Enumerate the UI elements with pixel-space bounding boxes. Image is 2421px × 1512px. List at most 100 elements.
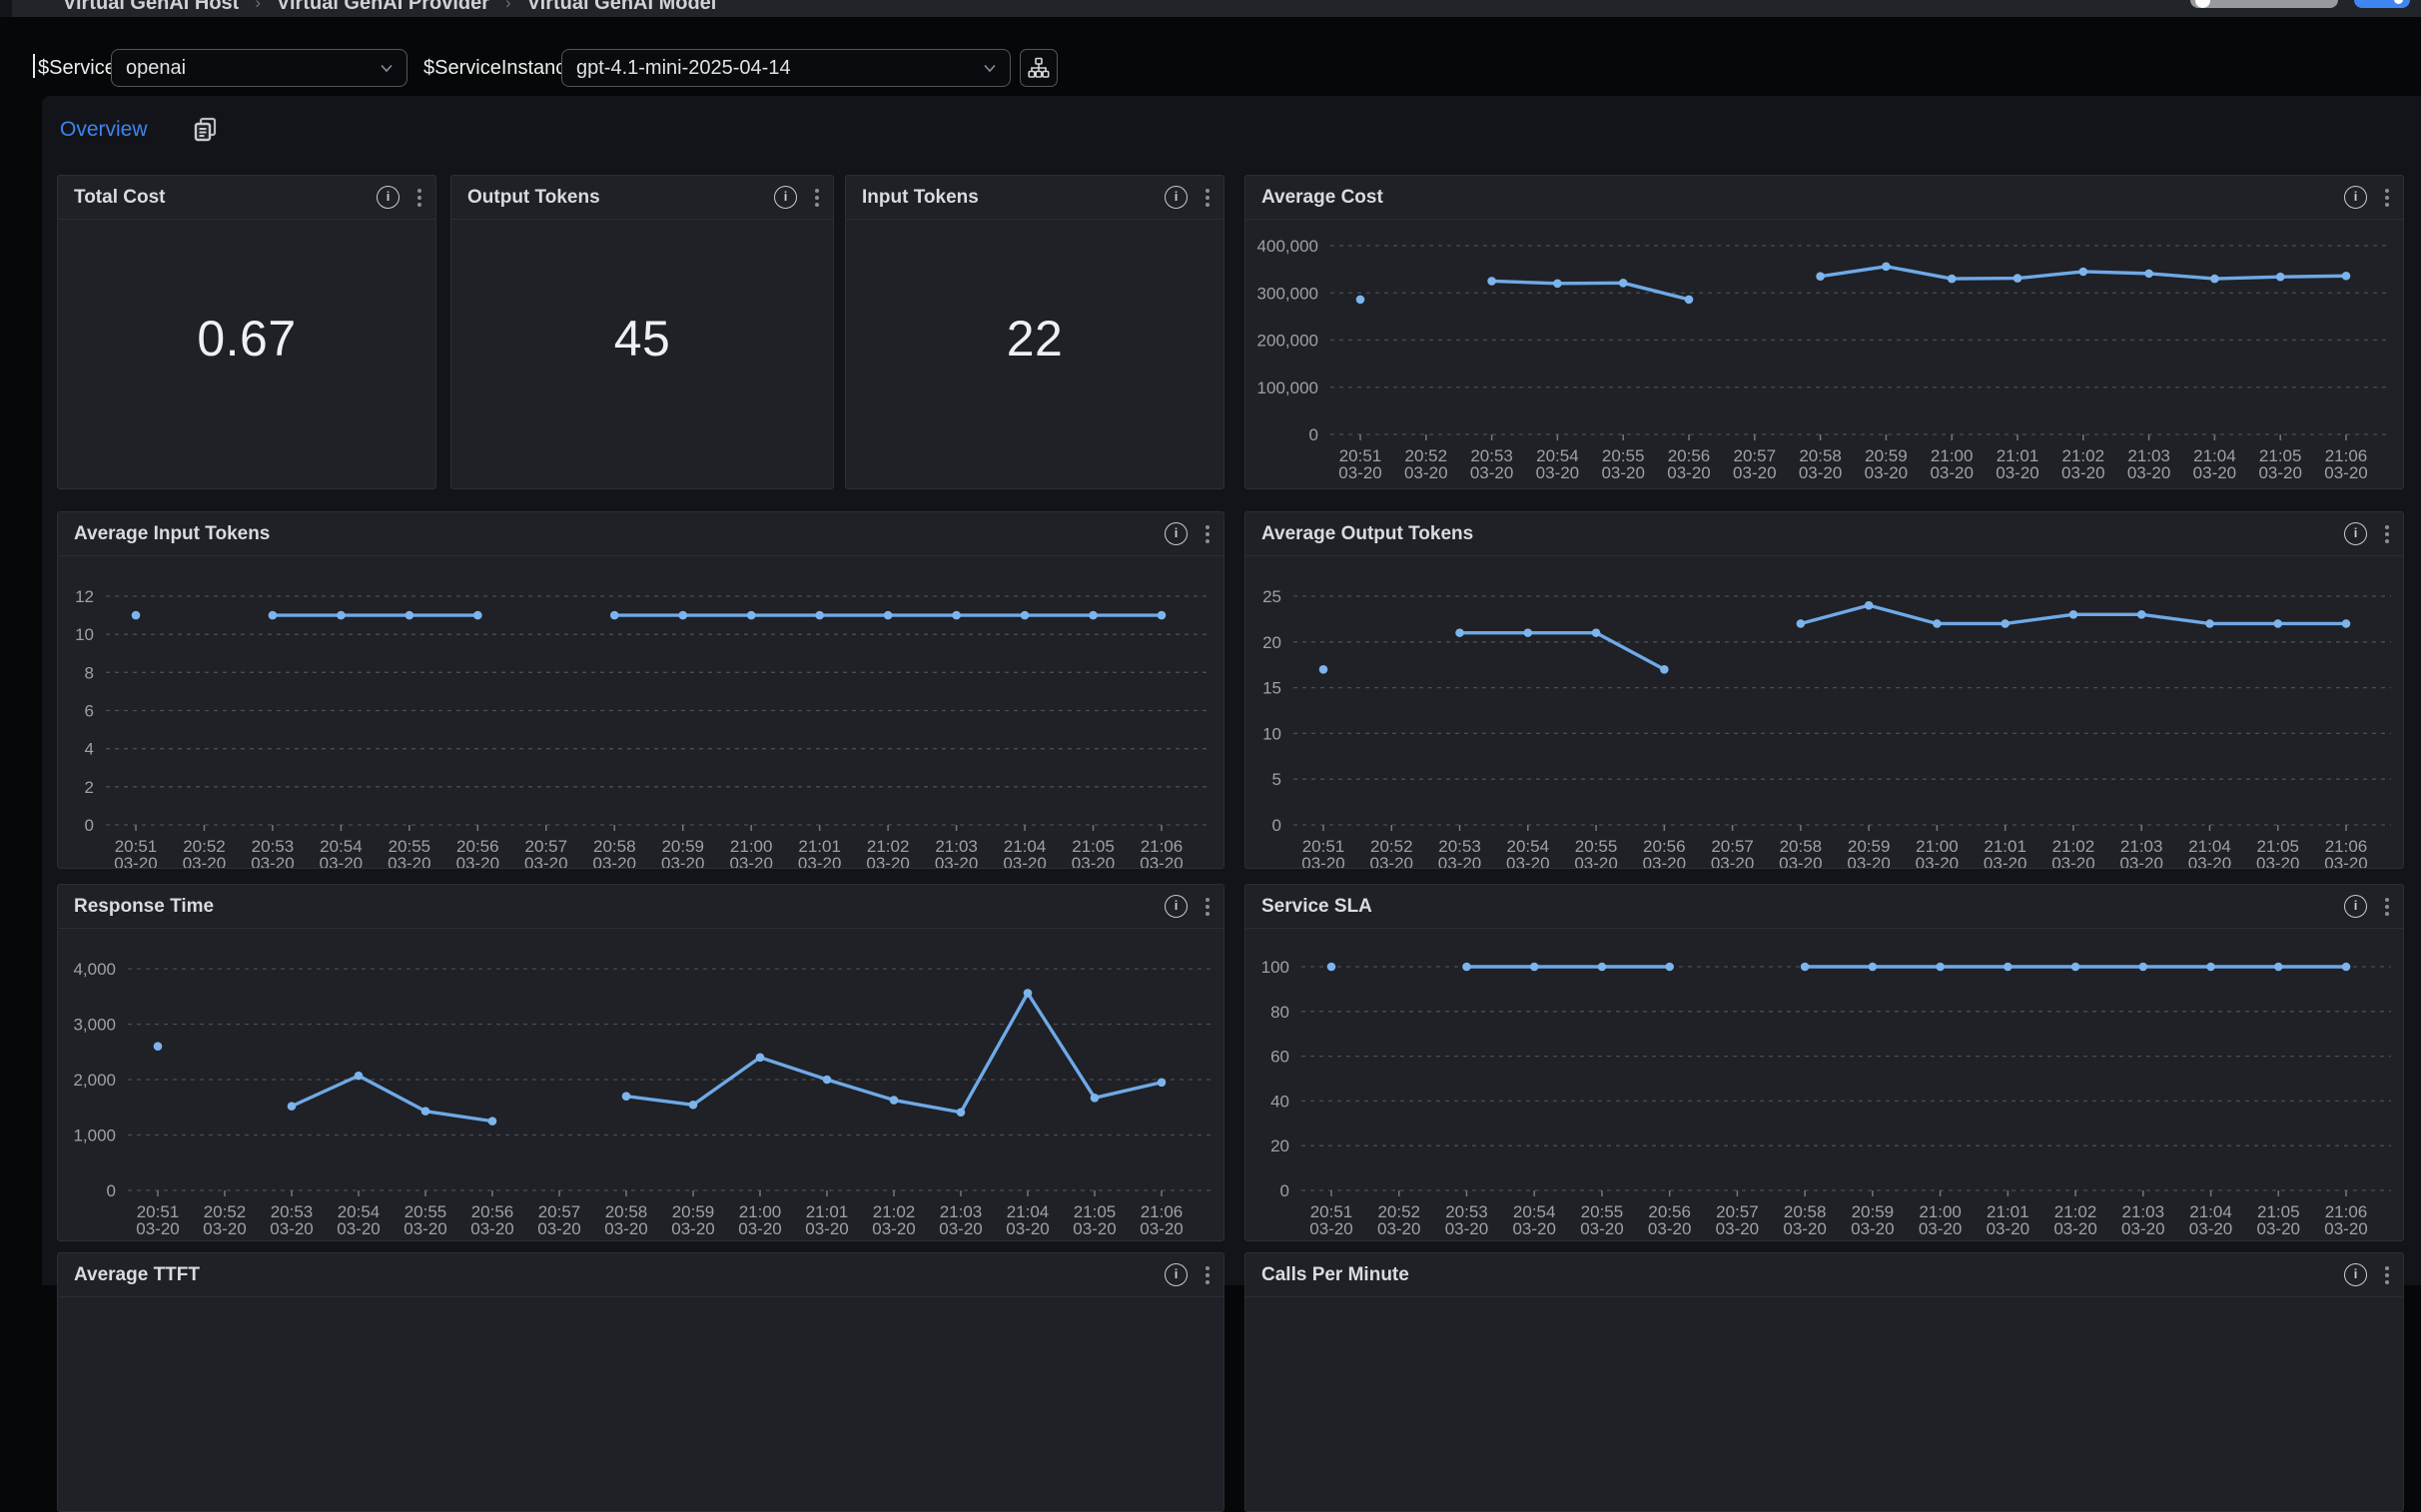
data-point: [1327, 963, 1336, 972]
kebab-menu-icon[interactable]: [1204, 187, 1211, 209]
svg-text:03-20: 03-20: [114, 854, 157, 869]
svg-text:03-20: 03-20: [1301, 854, 1344, 869]
data-point: [890, 1096, 899, 1105]
svg-text:03-20: 03-20: [2188, 854, 2231, 869]
svg-text:03-20: 03-20: [524, 854, 567, 869]
svg-text:03-20: 03-20: [1506, 854, 1549, 869]
copy-dashboard-icon[interactable]: [192, 116, 219, 143]
svg-text:03-20: 03-20: [1536, 463, 1579, 482]
gridlines: 0100,000200,000300,000400,000: [1257, 237, 2391, 444]
panel-calls-per-minute: Calls Per Minute i: [1244, 1252, 2404, 1512]
svg-text:60: 60: [1270, 1048, 1289, 1067]
data-point: [689, 1101, 698, 1110]
data-point: [1462, 963, 1471, 972]
kebab-menu-icon[interactable]: [1204, 523, 1211, 545]
breadcrumb: Virtual GenAI Host › Virtual GenAI Provi…: [63, 0, 716, 15]
data-point: [2205, 619, 2214, 628]
time-range-pill-button[interactable]: [2190, 0, 2338, 8]
svg-text:03-20: 03-20: [183, 854, 226, 869]
info-icon[interactable]: i: [1165, 522, 1188, 545]
tab-overview[interactable]: Overview: [60, 118, 148, 142]
svg-text:0: 0: [1272, 816, 1281, 835]
svg-text:03-20: 03-20: [2324, 463, 2367, 482]
info-icon[interactable]: i: [2344, 522, 2367, 545]
svg-text:03-20: 03-20: [738, 1219, 781, 1238]
svg-text:03-20: 03-20: [872, 1219, 915, 1238]
kebab-menu-icon[interactable]: [2383, 187, 2391, 209]
svg-text:03-20: 03-20: [1338, 463, 1381, 482]
panel-title: Output Tokens: [467, 187, 774, 209]
pill-dot-icon: [2394, 0, 2403, 4]
svg-text:03-20: 03-20: [1580, 1219, 1623, 1238]
kebab-menu-icon[interactable]: [2383, 523, 2391, 545]
data-point: [1158, 1078, 1167, 1087]
panel-header: Input Tokens i: [846, 176, 1223, 220]
kebab-menu-icon[interactable]: [813, 187, 821, 209]
panel-average-output-tokens: Average Output Tokens i 051015202520:510…: [1244, 511, 2404, 869]
data-point: [1882, 262, 1891, 271]
data-point: [1024, 989, 1033, 998]
svg-text:03-20: 03-20: [1512, 1219, 1555, 1238]
kebab-menu-icon[interactable]: [415, 187, 423, 209]
data-point: [2001, 619, 2010, 628]
info-icon[interactable]: i: [1165, 186, 1188, 209]
svg-text:0: 0: [85, 816, 94, 835]
refresh-pill-button[interactable]: [2354, 0, 2410, 8]
panel-average-input-tokens: Average Input Tokens i 02468101220:5103-…: [57, 511, 1224, 869]
svg-text:200,000: 200,000: [1257, 332, 1318, 351]
kebab-menu-icon[interactable]: [1204, 896, 1211, 918]
svg-text:10: 10: [75, 625, 94, 644]
svg-text:03-20: 03-20: [593, 854, 636, 869]
data-point: [1598, 963, 1607, 972]
dashboard-container: Overview Total Cost i 0.67 Output Tokens…: [42, 96, 2421, 1285]
svg-text:03-20: 03-20: [2189, 1219, 2232, 1238]
series-line: [154, 989, 1167, 1126]
svg-text:03-20: 03-20: [729, 854, 772, 869]
info-icon[interactable]: i: [2344, 895, 2367, 918]
info-icon[interactable]: i: [2344, 1263, 2367, 1286]
service-dropdown[interactable]: openai: [111, 49, 407, 87]
data-point: [2139, 963, 2148, 972]
svg-text:03-20: 03-20: [1006, 1219, 1049, 1238]
data-point: [1091, 1094, 1100, 1103]
data-point: [337, 611, 346, 620]
data-point: [678, 611, 687, 620]
svg-text:03-20: 03-20: [404, 1219, 446, 1238]
panel-response-time: Response Time i 01,0002,0003,0004,00020:…: [57, 884, 1224, 1241]
info-icon[interactable]: i: [1165, 895, 1188, 918]
svg-text:80: 80: [1270, 1003, 1289, 1022]
topology-button[interactable]: [1020, 49, 1058, 87]
data-point: [355, 1072, 364, 1081]
svg-text:03-20: 03-20: [1711, 854, 1754, 869]
svg-text:4,000: 4,000: [73, 960, 116, 979]
info-icon[interactable]: i: [2344, 186, 2367, 209]
data-point: [1869, 963, 1878, 972]
svg-text:03-20: 03-20: [1140, 854, 1183, 869]
service-instance-dropdown[interactable]: gpt-4.1-mini-2025-04-14: [561, 49, 1011, 87]
kebab-menu-icon[interactable]: [1204, 1264, 1211, 1286]
data-point: [1356, 296, 1365, 305]
data-point: [1487, 277, 1496, 286]
data-point: [1524, 628, 1533, 637]
info-icon[interactable]: i: [377, 186, 400, 209]
info-icon[interactable]: i: [774, 186, 797, 209]
data-point: [1455, 628, 1464, 637]
response-time-chart: 01,0002,0003,0004,00020:5103-2020:5203-2…: [58, 929, 1223, 1241]
panel-title: Service SLA: [1261, 896, 2344, 918]
data-point: [269, 611, 278, 620]
avg_cost-svg: 0100,000200,000300,000400,00020:5103-202…: [1245, 220, 2403, 489]
service-variable-label: $Service: [38, 57, 116, 80]
breadcrumb-item-provider[interactable]: Virtual GenAI Provider: [277, 0, 489, 15]
breadcrumb-item-host[interactable]: Virtual GenAI Host: [63, 0, 239, 15]
x-axis: 20:5103-2020:5203-2020:5303-2020:5403-20…: [1309, 1190, 2367, 1238]
kebab-menu-icon[interactable]: [2383, 896, 2391, 918]
data-point: [421, 1107, 430, 1116]
panel-title: Total Cost: [74, 187, 377, 209]
breadcrumb-item-model[interactable]: Virtual GenAI Model: [527, 0, 717, 15]
panel-output-tokens: Output Tokens i 45: [450, 175, 834, 489]
avg_output_tokens-svg: 051015202520:5103-2020:5203-2020:5303-20…: [1245, 556, 2403, 869]
kebab-menu-icon[interactable]: [2383, 1264, 2391, 1286]
data-point: [610, 611, 619, 620]
info-icon[interactable]: i: [1165, 1263, 1188, 1286]
svg-text:03-20: 03-20: [136, 1219, 179, 1238]
